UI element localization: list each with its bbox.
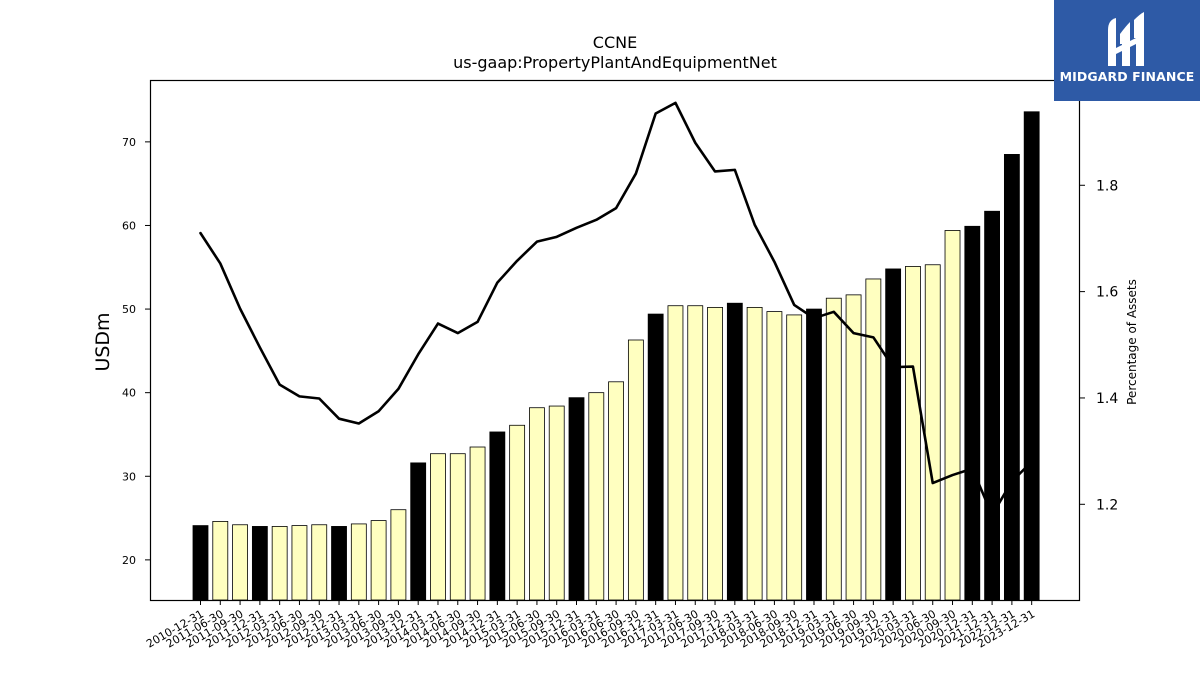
bar-2016-06-30 <box>608 381 624 601</box>
bar-2019-06-30 <box>845 294 862 601</box>
bar-2015-03-31 <box>509 424 526 601</box>
y-tick-label: 20 <box>122 554 136 567</box>
y2-tick-label: 1.6 <box>1096 285 1118 301</box>
bar-2023-12-31 <box>1023 111 1040 601</box>
bar-2017-09-30 <box>707 306 723 601</box>
y-axis-label: USDm <box>92 312 114 371</box>
bar-2012-12-31 <box>331 526 347 601</box>
y2-tick-label: 1.8 <box>1096 178 1118 194</box>
bar-2019-09-30 <box>865 278 882 601</box>
bar-2015-09-30 <box>548 405 565 601</box>
chart-title: CCNE <box>593 33 637 52</box>
bar-2017-06-30 <box>687 305 704 601</box>
bar-2016-09-30 <box>627 339 644 601</box>
bar-2013-06-30 <box>370 520 387 601</box>
bar-2017-03-31 <box>667 305 684 601</box>
bar-2014-12-31 <box>489 431 506 601</box>
bar-2019-12-31 <box>885 268 902 601</box>
bar-2021-12-31 <box>984 210 1000 601</box>
bar-2012-03-31 <box>271 526 288 601</box>
bar-2015-06-30 <box>529 407 545 601</box>
bar-2017-12-31 <box>726 302 743 601</box>
plot-frame <box>149 79 1081 602</box>
bar-2016-03-31 <box>588 392 605 601</box>
bar-2012-09-30 <box>311 524 328 601</box>
y2-tick-label: 1.2 <box>1096 497 1118 513</box>
bar-2020-12-31 <box>964 225 981 601</box>
bar-2013-03-31 <box>350 523 367 601</box>
chart-subtitle: us-gaap:PropertyPlantAndEquipmentNet <box>453 53 777 72</box>
brand-logo: MIDGARD FINANCE <box>1054 0 1200 101</box>
y2-tick-label: 1.4 <box>1096 391 1118 407</box>
bar-2018-03-31 <box>746 306 763 601</box>
bar-2020-06-30 <box>924 264 941 601</box>
bar-2018-12-31 <box>806 308 822 601</box>
bar-2014-06-30 <box>449 453 466 601</box>
bar-2014-09-30 <box>469 446 486 601</box>
bar-2019-03-31 <box>825 297 842 601</box>
logo-text: MIDGARD FINANCE <box>1059 69 1195 84</box>
bar-2020-03-31 <box>905 266 921 601</box>
bar-2010-12-31 <box>192 525 209 601</box>
bar-2016-12-31 <box>647 313 664 601</box>
y-tick-label: 40 <box>122 387 136 400</box>
bar-2020-09-30 <box>944 230 961 601</box>
bar-2013-12-31 <box>410 462 427 601</box>
bar-2011-09-30 <box>232 524 248 601</box>
midgard-logo-icon <box>1108 12 1144 66</box>
bar-2018-09-30 <box>786 314 803 601</box>
y2-axis-label: Percentage of Assets <box>1125 279 1139 405</box>
bar-2022-12-31 <box>1003 154 1020 601</box>
bar-2011-12-31 <box>251 526 268 601</box>
y-tick-label: 30 <box>122 470 136 483</box>
bar-2018-06-30 <box>766 311 783 601</box>
percentage-of-assets-line <box>199 101 1033 517</box>
bar-2012-06-30 <box>291 525 308 601</box>
y-tick-label: 50 <box>122 303 136 316</box>
bar-2011-06-30 <box>212 521 229 601</box>
bar-2015-12-31 <box>568 397 585 601</box>
bar-2013-09-30 <box>390 509 407 601</box>
bar-2014-03-31 <box>430 453 446 601</box>
y-tick-label: 70 <box>122 136 136 149</box>
y-tick-label: 60 <box>122 219 136 232</box>
